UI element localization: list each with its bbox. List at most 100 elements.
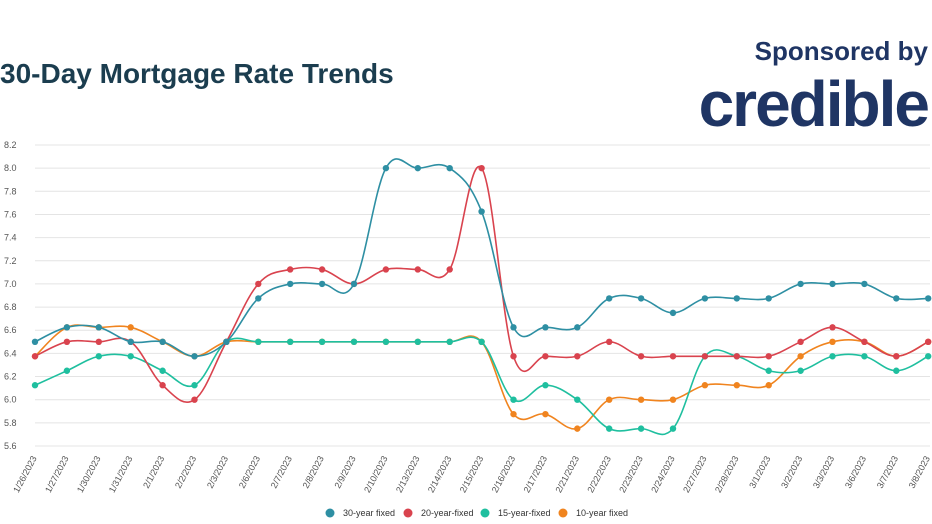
x-tick-label: 1/30/2023 <box>75 454 103 494</box>
data-point <box>191 396 198 403</box>
data-point <box>925 353 932 360</box>
data-point <box>637 396 645 403</box>
data-point <box>669 309 677 317</box>
data-point <box>478 208 485 215</box>
x-tick-label: 2/15/2023 <box>458 454 486 494</box>
data-point <box>606 295 613 302</box>
x-tick-label: 2/6/2023 <box>237 454 262 490</box>
credible-logo: credible <box>698 68 930 140</box>
data-point <box>733 382 740 389</box>
data-point <box>191 382 198 389</box>
data-point <box>350 338 358 346</box>
data-point <box>510 353 517 360</box>
data-point <box>765 382 772 389</box>
data-point <box>765 295 772 302</box>
data-point <box>287 338 294 346</box>
data-point <box>893 367 900 374</box>
data-point <box>446 338 453 346</box>
x-tick-label: 3/7/2023 <box>875 454 900 490</box>
legend-marker <box>403 508 413 518</box>
data-point <box>318 338 326 346</box>
y-tick-label: 6.4 <box>4 348 17 358</box>
x-tick-label: 2/9/2023 <box>332 454 357 490</box>
y-tick-label: 7.2 <box>4 256 17 266</box>
series-line <box>34 158 929 358</box>
data-point <box>637 425 645 432</box>
x-tick-label: 2/7/2023 <box>269 454 294 490</box>
legend-item: 30-year fixed <box>325 508 395 518</box>
x-tick-label: 2/24/2023 <box>649 454 677 494</box>
x-tick-label: 1/26/2023 <box>11 454 39 494</box>
y-tick-label: 6.2 <box>4 372 17 382</box>
data-point <box>574 396 581 403</box>
x-tick-label: 2/1/2023 <box>141 454 166 490</box>
data-point <box>542 382 549 389</box>
x-tick-label: 2/16/2023 <box>490 454 518 494</box>
y-tick-label: 7.4 <box>4 233 17 243</box>
legend-item: 15-year-fixed <box>480 508 551 518</box>
x-tick-label: 2/17/2023 <box>522 454 550 494</box>
data-point <box>159 338 166 346</box>
data-point <box>191 353 198 360</box>
data-point <box>159 382 166 389</box>
data-point <box>606 338 613 346</box>
legend-marker <box>480 508 490 518</box>
data-point <box>765 353 772 360</box>
chart-legend: 30-year fixed 20-year-fixed 15-year-fixed 1… <box>325 508 628 518</box>
legend-label: 20-year-fixed <box>421 508 474 518</box>
legend-item: 20-year-fixed <box>403 508 474 518</box>
data-point <box>797 367 804 374</box>
x-tick-label: 3/8/2023 <box>907 454 932 490</box>
data-point <box>829 324 836 331</box>
legend-marker <box>325 508 335 518</box>
data-point <box>95 338 103 346</box>
data-point <box>669 396 677 403</box>
x-tick-label: 3/1/2023 <box>747 454 772 490</box>
data-point <box>701 382 709 389</box>
data-point <box>861 338 868 346</box>
data-point <box>637 353 645 360</box>
data-point <box>414 164 421 172</box>
data-point <box>574 425 581 432</box>
data-point <box>287 280 294 288</box>
data-point <box>63 367 71 374</box>
x-tick-label: 3/6/2023 <box>843 454 868 490</box>
data-point <box>223 338 230 346</box>
x-tick-label: 2/8/2023 <box>301 454 326 490</box>
x-tick-label: 2/2/2023 <box>173 454 198 490</box>
data-point <box>446 266 453 273</box>
y-tick-label: 5.8 <box>4 418 17 428</box>
data-point <box>510 396 517 403</box>
x-tick-label: 2/28/2023 <box>713 454 741 494</box>
data-point <box>829 338 836 346</box>
y-tick-label: 7.0 <box>4 279 17 289</box>
x-tick-label: 2/3/2023 <box>205 454 230 490</box>
data-point <box>510 324 517 331</box>
y-tick-label: 6.6 <box>4 325 17 335</box>
data-point <box>446 164 453 172</box>
x-tick-label: 3/3/2023 <box>811 454 836 490</box>
legend-label: 15-year-fixed <box>498 508 551 518</box>
x-tick-label: 2/13/2023 <box>394 454 422 494</box>
data-point <box>255 338 262 346</box>
data-point <box>861 280 868 288</box>
y-tick-label: 6.0 <box>4 395 17 405</box>
y-tick-label: 5.6 <box>4 441 17 451</box>
data-point <box>255 280 262 288</box>
series-30-year-fixed <box>31 158 932 360</box>
series-line <box>34 336 929 436</box>
data-point <box>318 266 326 273</box>
data-point <box>637 295 645 302</box>
x-tick-label: 2/14/2023 <box>426 454 454 494</box>
data-point <box>797 280 804 288</box>
sponsored-by-text: Sponsored by <box>754 36 928 66</box>
legend-label: 10-year fixed <box>576 508 628 518</box>
x-tick-label: 1/27/2023 <box>43 454 71 494</box>
data-point <box>765 367 772 374</box>
legend-label: 30-year fixed <box>343 508 395 518</box>
data-point <box>159 367 166 374</box>
data-point <box>925 295 932 302</box>
data-point <box>382 338 390 346</box>
y-tick-label: 8.0 <box>4 163 17 173</box>
data-point <box>606 425 613 432</box>
